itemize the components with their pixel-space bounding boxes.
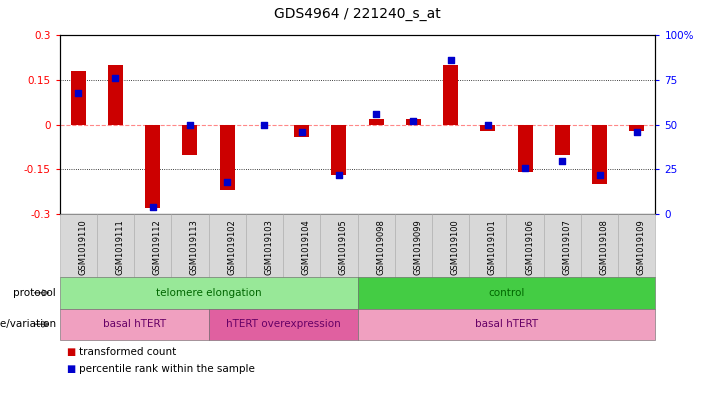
Point [445,57,456,64]
Bar [332,125,346,175]
Text: GDS4964 / 221240_s_at: GDS4964 / 221240_s_at [274,7,441,21]
Text: GSM1019105: GSM1019105 [339,219,348,275]
Point [73,90,84,96]
Text: transformed count: transformed count [79,347,177,357]
Text: GSM1019099: GSM1019099 [414,219,423,275]
Point [557,158,568,164]
Bar [294,125,309,137]
Bar [71,71,86,125]
Bar [182,125,198,154]
Point [110,75,121,81]
Bar [406,119,421,125]
Text: GSM1019113: GSM1019113 [190,219,199,275]
Text: basal hTERT: basal hTERT [102,319,165,329]
Text: control: control [489,288,524,298]
Point [147,204,158,210]
Bar [443,65,458,125]
Point [594,172,605,178]
Point [184,122,196,128]
Point [222,179,233,185]
Text: genotype/variation: genotype/variation [0,319,56,329]
Text: telomere elongation: telomere elongation [156,288,261,298]
Text: basal hTERT: basal hTERT [475,319,538,329]
Text: GSM1019109: GSM1019109 [637,219,646,275]
Text: ■: ■ [67,364,76,375]
Point [482,122,494,128]
Text: GSM1019100: GSM1019100 [451,219,460,275]
Bar [592,125,607,184]
Bar [517,125,533,173]
Point [371,111,382,117]
Point [259,122,270,128]
Text: GSM1019108: GSM1019108 [599,219,608,275]
Text: GSM1019107: GSM1019107 [562,219,571,275]
Text: GSM1019098: GSM1019098 [376,219,385,275]
Text: GSM1019103: GSM1019103 [264,219,273,275]
Text: ■: ■ [67,347,76,357]
Text: GSM1019104: GSM1019104 [301,219,311,275]
Text: hTERT overexpression: hTERT overexpression [226,319,341,329]
Text: GSM1019110: GSM1019110 [79,219,87,275]
Text: GSM1019102: GSM1019102 [227,219,236,275]
Point [631,129,642,135]
Bar [145,125,160,208]
Bar [629,125,644,131]
Bar [219,125,235,190]
Bar [480,125,496,131]
Point [408,118,419,124]
Text: percentile rank within the sample: percentile rank within the sample [79,364,255,375]
Text: GSM1019111: GSM1019111 [116,219,125,275]
Point [333,172,344,178]
Bar [555,125,570,154]
Point [519,165,531,171]
Bar [369,119,383,125]
Text: protocol: protocol [13,288,56,298]
Point [296,129,307,135]
Bar [108,65,123,125]
Text: GSM1019101: GSM1019101 [488,219,497,275]
Text: GSM1019112: GSM1019112 [153,219,162,275]
Text: GSM1019106: GSM1019106 [525,219,534,275]
